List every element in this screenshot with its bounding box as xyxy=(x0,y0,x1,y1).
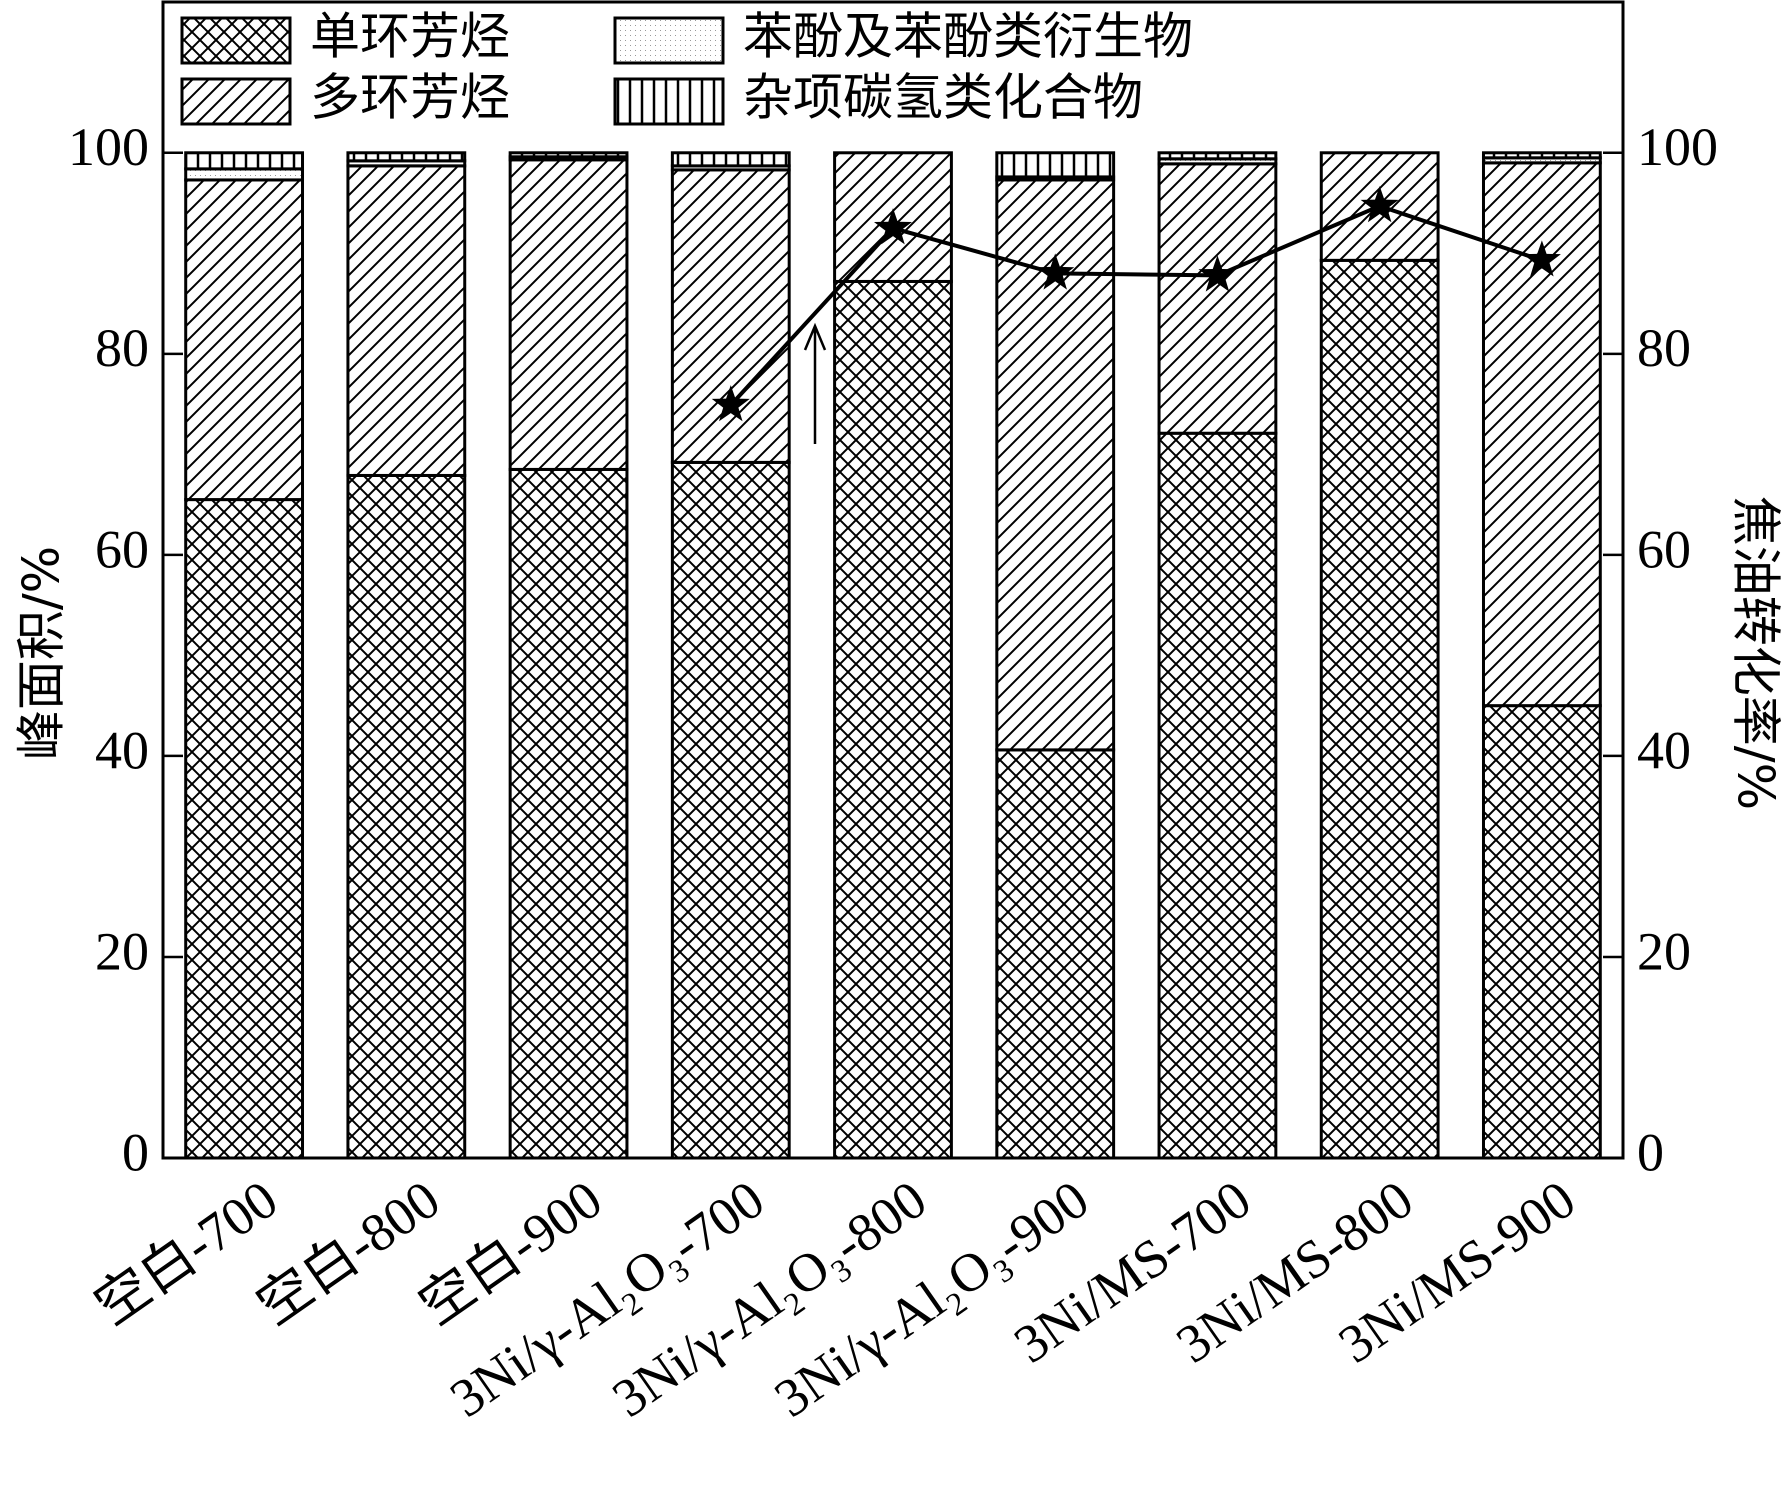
bar-segment xyxy=(670,151,791,168)
marker xyxy=(873,208,913,245)
y2-tick-label: 80 xyxy=(1637,318,1691,378)
y-tick-label: 80 xyxy=(95,318,149,378)
bar-segment xyxy=(346,151,467,163)
x-tick-label: 空白-800 xyxy=(246,1169,450,1337)
legend-swatch xyxy=(180,77,292,126)
y2-axis-title: 焦油转化率/% xyxy=(1727,496,1785,810)
bar-segment xyxy=(184,498,305,1160)
y2-tick-label: 100 xyxy=(1637,117,1718,177)
marker xyxy=(1360,186,1399,223)
bar-segment xyxy=(995,748,1116,1160)
y2-tick-label: 0 xyxy=(1637,1122,1664,1182)
plot-frame xyxy=(161,0,1625,1160)
bar-segment xyxy=(184,151,305,171)
y-tick-label: 40 xyxy=(95,720,149,780)
bar-segment xyxy=(1157,162,1278,435)
line xyxy=(729,203,1543,407)
bar-segment xyxy=(1481,704,1602,1160)
annotation-arrow xyxy=(803,322,827,444)
bar-segment xyxy=(508,467,629,1160)
bar-segment xyxy=(346,164,467,477)
y-tick-label: 0 xyxy=(122,1122,149,1182)
y-tick-label: 100 xyxy=(68,117,149,177)
y-axis-title: 峰面积/% xyxy=(13,546,71,760)
bar-segment xyxy=(1157,151,1278,161)
y-tick-label: 60 xyxy=(95,519,149,579)
legend-label: 苯酚及苯酚类衍生物 xyxy=(743,8,1193,66)
bar-segment xyxy=(670,168,791,464)
legend-swatch xyxy=(180,16,292,65)
y2-tick-label: 40 xyxy=(1637,720,1691,780)
y2-tick-label: 20 xyxy=(1637,921,1691,981)
legend-swatch xyxy=(613,77,725,126)
bar-segment xyxy=(995,151,1116,179)
bar-segment xyxy=(670,460,791,1160)
marker xyxy=(1198,255,1237,292)
bar-segment xyxy=(346,473,467,1160)
bar-segment xyxy=(1319,258,1440,1160)
legend-label: 多环芳烃 xyxy=(310,69,510,127)
x-tick-label: 空白-700 xyxy=(84,1169,288,1337)
legend-swatch xyxy=(613,16,725,65)
legend-label: 杂项碳氢类化合物 xyxy=(743,69,1143,127)
bar-segment xyxy=(508,158,629,471)
legend-label: 单环芳烃 xyxy=(310,8,510,66)
marker xyxy=(711,385,750,422)
marker xyxy=(1522,240,1561,277)
bar-segment xyxy=(184,167,305,182)
bar-segment xyxy=(1319,151,1440,262)
bar-segment xyxy=(1481,151,1602,160)
bar-segment xyxy=(508,151,629,159)
y2-tick-label: 60 xyxy=(1637,519,1691,579)
bar-segment xyxy=(184,178,305,502)
y-tick-label: 20 xyxy=(95,921,149,981)
marker xyxy=(1036,253,1075,290)
bar-segment xyxy=(833,279,953,1160)
bar-segment xyxy=(1157,431,1278,1160)
